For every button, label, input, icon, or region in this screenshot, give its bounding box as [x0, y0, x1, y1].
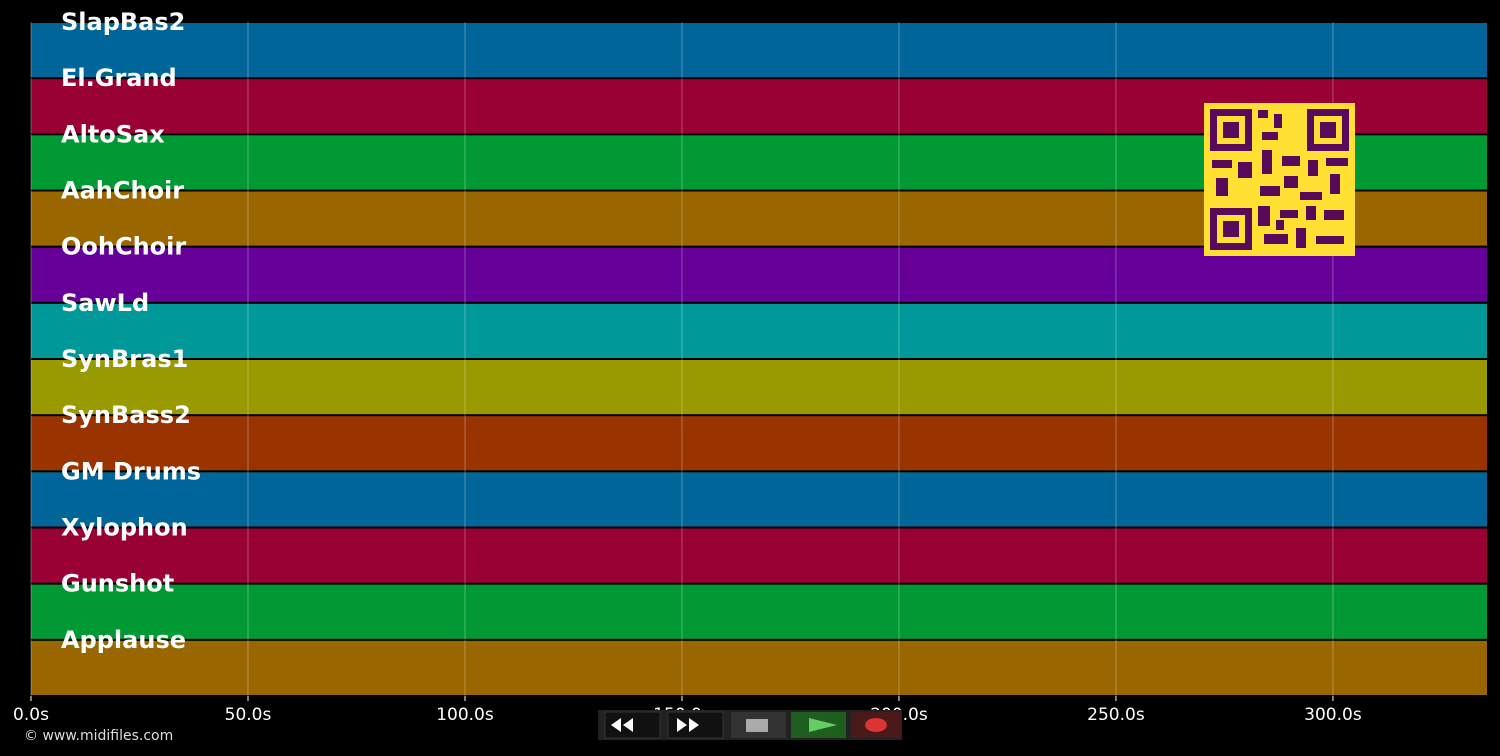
stop-icon [746, 719, 768, 732]
track-band [31, 247, 1487, 302]
stop-button[interactable] [731, 712, 786, 738]
track-name: Xylophon [61, 514, 188, 542]
qr-finder [1223, 122, 1239, 138]
play-icon [809, 718, 837, 732]
track-band [31, 584, 1487, 639]
track-name: SawLd [61, 289, 149, 317]
x-tick-label: 250.0s [1087, 705, 1145, 725]
track-name: AltoSax [61, 120, 165, 148]
track-band [31, 23, 1487, 78]
track-name: GM Drums [61, 457, 201, 485]
qr-finder [1223, 221, 1239, 237]
x-tick-label: 100.0s [436, 705, 494, 725]
qr-pattern [1212, 110, 1348, 248]
copyright: © www.midifiles.com [24, 728, 173, 744]
qr-code [1204, 103, 1355, 256]
track-name: El.Grand [61, 64, 177, 92]
track-band [31, 528, 1487, 583]
track-band [31, 472, 1487, 527]
x-tick-label: 0.0s [13, 705, 49, 725]
record-button[interactable] [851, 712, 901, 738]
fast-forward-icon [677, 718, 699, 732]
x-tick-label: 50.0s [225, 705, 272, 725]
track-name: OohChoir [61, 233, 186, 261]
track-band [31, 360, 1487, 415]
track-name: AahChoir [61, 177, 184, 205]
track-band [31, 640, 1487, 695]
record-icon [865, 718, 887, 732]
fast-forward-button[interactable] [667, 711, 724, 739]
rewind-icon [611, 718, 633, 732]
track-band [31, 416, 1487, 471]
qr-finder [1320, 122, 1336, 138]
track-name: SynBras1 [61, 345, 188, 373]
play-button[interactable] [791, 712, 846, 738]
track-name: Applause [61, 626, 186, 654]
track-name: SlapBas2 [61, 8, 185, 36]
track-band [31, 303, 1487, 358]
x-tick-label: 300.0s [1304, 705, 1362, 725]
rewind-button[interactable] [604, 711, 661, 739]
track-name: SynBass2 [61, 401, 191, 429]
transport-controls [598, 710, 902, 740]
track-name: Gunshot [61, 570, 174, 598]
